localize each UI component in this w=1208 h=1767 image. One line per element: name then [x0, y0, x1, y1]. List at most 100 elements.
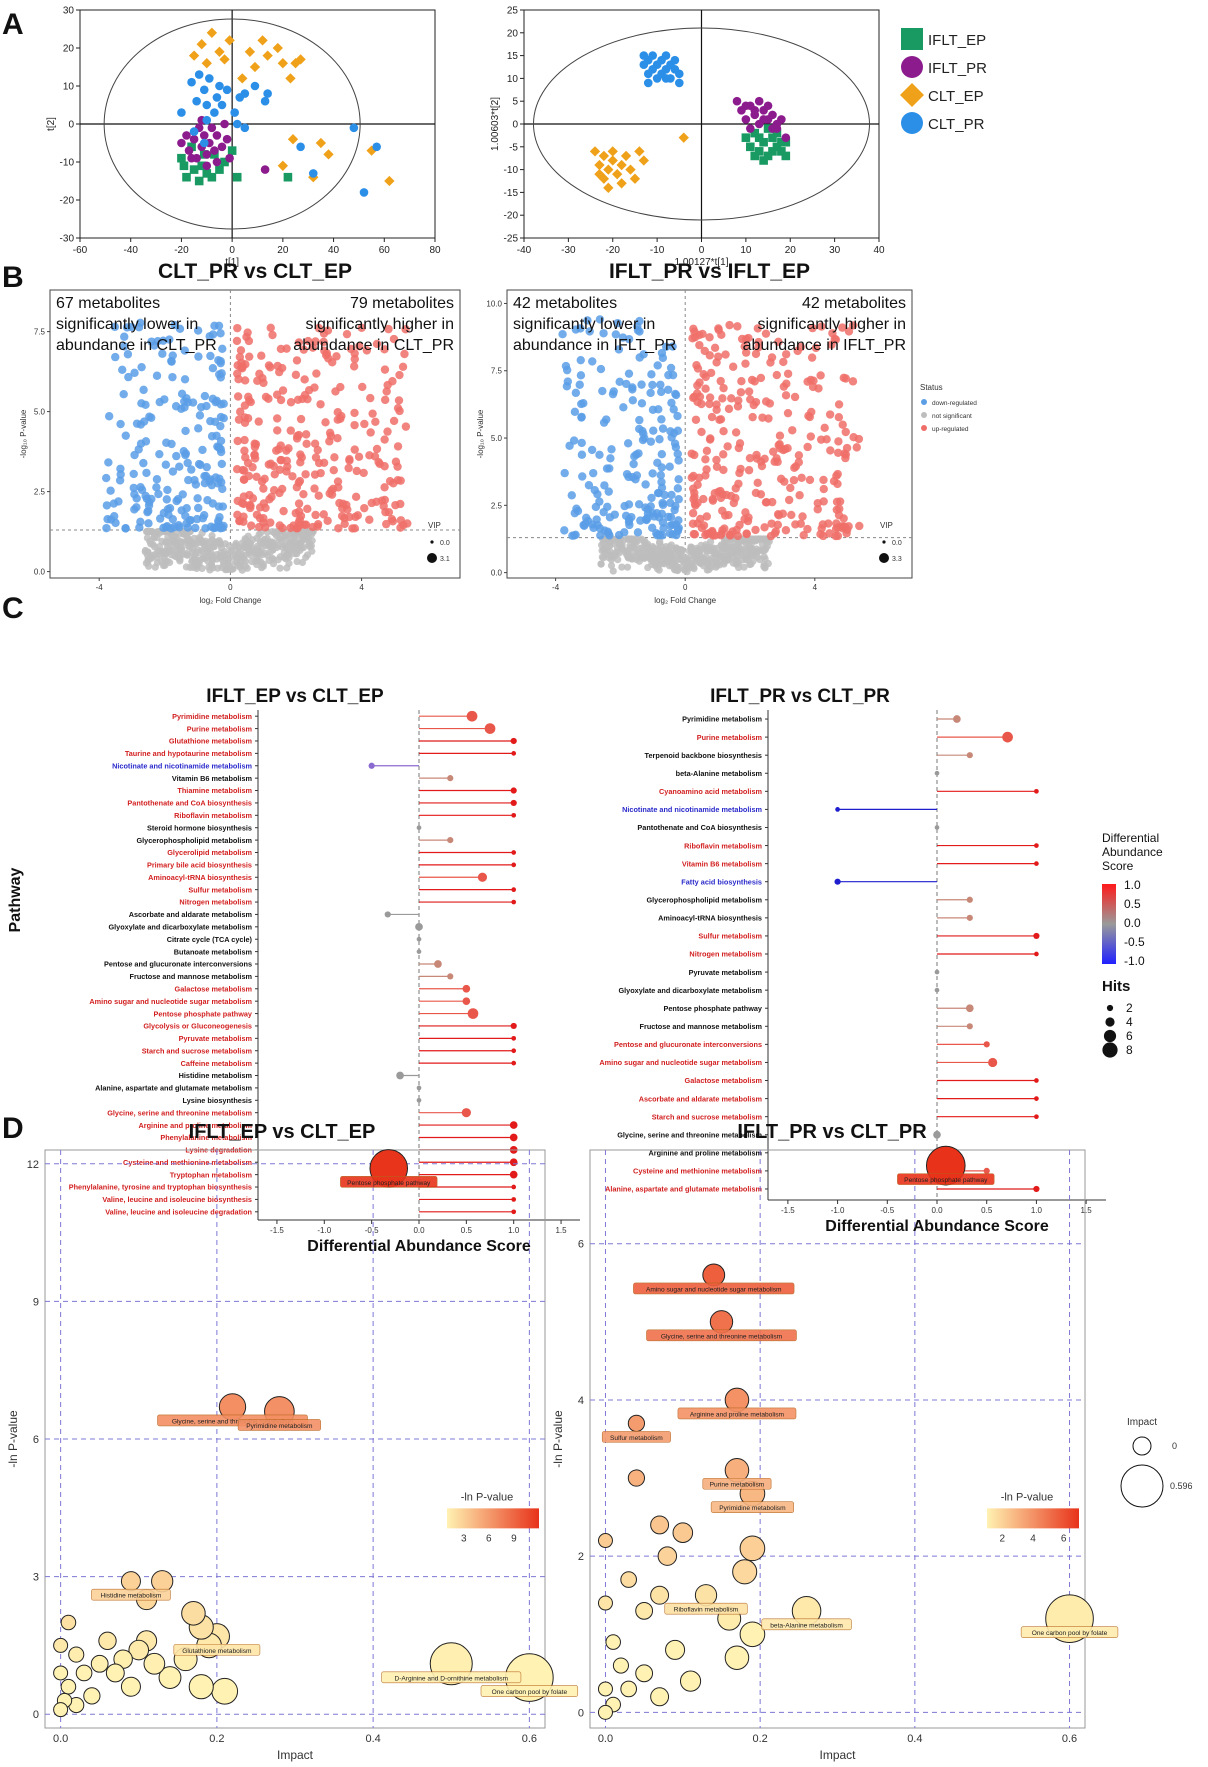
pathway-label: Amino sugar and nucleotide sugar metabol…	[599, 1058, 762, 1067]
x-tick-label: 20	[785, 245, 797, 256]
point-down-regulated	[167, 357, 176, 366]
point-up-regulated	[761, 397, 771, 406]
point-up-regulated	[702, 446, 712, 456]
x-tick-label: 0.2	[209, 1733, 224, 1745]
status-legend-marker	[921, 425, 927, 431]
lollipop-head	[965, 1004, 974, 1013]
point-down-regulated	[206, 351, 215, 361]
bubble-label: Glycine, serine and threonine metabolism	[172, 1418, 294, 1425]
point-down-regulated	[668, 370, 678, 380]
y-axis-label: -log₁₀ P-value	[19, 409, 28, 458]
point-up-regulated	[689, 495, 698, 504]
point-clt-pr	[240, 123, 250, 133]
point-up-regulated	[333, 477, 343, 486]
confidence-ellipse	[103, 18, 361, 230]
point-down-regulated	[577, 438, 586, 448]
point-up-regulated	[724, 404, 734, 414]
point-up-regulated	[690, 450, 699, 460]
lollipop-head	[1034, 1096, 1039, 1101]
point-up-regulated	[253, 376, 262, 385]
point-iflt-ep	[777, 147, 786, 156]
bubble-label-box	[1020, 1626, 1119, 1638]
point-down-regulated	[576, 355, 585, 365]
point-up-regulated	[314, 323, 324, 333]
vip-legend-small	[430, 540, 434, 544]
point-not-significant	[599, 539, 607, 547]
colorbar-title: Score	[1102, 859, 1134, 873]
point-down-regulated	[195, 411, 205, 420]
point-iflt-ep	[759, 137, 768, 147]
point-up-regulated	[781, 526, 791, 535]
point-down-regulated	[194, 424, 203, 433]
legend-label: CLT_PR	[928, 116, 985, 133]
point-down-regulated	[568, 531, 577, 540]
point-up-regulated	[328, 358, 337, 367]
point-up-regulated	[784, 495, 794, 505]
status-legend-marker	[921, 412, 927, 418]
point-not-significant	[143, 534, 151, 542]
point-up-regulated	[751, 525, 760, 535]
point-up-regulated	[252, 472, 261, 482]
pathway-bubble	[597, 1704, 613, 1720]
point-iflt-ep	[215, 165, 224, 174]
point-up-regulated	[817, 322, 826, 331]
point-not-significant	[666, 543, 674, 551]
point-clt-ep	[589, 146, 601, 157]
point-up-regulated	[737, 377, 746, 386]
point-down-regulated	[658, 500, 668, 510]
point-up-regulated	[780, 444, 790, 454]
pathway-bubble	[724, 1645, 750, 1670]
point-up-regulated	[250, 442, 260, 452]
point-up-regulated	[733, 322, 742, 331]
point-iflt-pr	[202, 150, 212, 159]
legend-label: IFLT_PR	[928, 60, 987, 77]
point-clt-pr	[675, 78, 684, 88]
point-up-regulated	[719, 450, 728, 459]
point-down-regulated	[667, 490, 676, 500]
point-up-regulated	[750, 377, 759, 386]
y-tick-label: 20	[507, 28, 519, 39]
point-iflt-pr	[182, 131, 191, 140]
point-up-regulated	[710, 489, 719, 498]
point-down-regulated	[205, 332, 214, 341]
point-down-regulated	[620, 528, 629, 537]
point-up-regulated	[288, 472, 297, 481]
point-up-regulated	[746, 395, 755, 404]
lollipop-head	[966, 752, 973, 759]
pathway-bubble	[650, 1585, 670, 1605]
point-down-regulated	[132, 494, 141, 503]
point-up-regulated	[783, 369, 793, 378]
point-not-significant	[685, 547, 693, 555]
x-tick-label: -20	[606, 245, 621, 256]
pathway-label: Galactose metabolism	[175, 984, 253, 993]
point-up-regulated	[789, 476, 799, 485]
point-down-regulated	[607, 445, 616, 454]
point-up-regulated	[702, 465, 711, 474]
point-down-regulated	[657, 415, 666, 424]
pathway-label: beta-Alanine metabolism	[676, 769, 763, 778]
pathway-label: Pantothenate and CoA biosynthesis	[127, 799, 252, 808]
point-clt-ep	[214, 46, 225, 57]
point-up-regulated	[294, 478, 304, 487]
point-clt-ep	[620, 150, 632, 162]
point-clt-pr	[199, 138, 209, 148]
point-down-regulated	[657, 477, 666, 487]
pathway-label: Caffeine metabolism	[181, 1059, 253, 1068]
point-up-regulated	[319, 337, 328, 347]
point-clt-pr	[212, 93, 222, 102]
bubble-label-box	[677, 1407, 797, 1420]
bubble-label-box	[173, 1643, 261, 1656]
y-axis-label: 1.00603*t[2]	[490, 97, 501, 151]
point-up-regulated	[382, 387, 391, 396]
x-tick-label: -30	[561, 245, 576, 256]
point-iflt-pr	[177, 138, 186, 148]
point-up-regulated	[400, 349, 409, 359]
colorbar-tick: 1.0	[1124, 878, 1141, 892]
point-up-regulated	[252, 510, 262, 519]
point-up-regulated	[245, 352, 254, 361]
point-up-regulated	[842, 529, 851, 538]
point-down-regulated	[666, 512, 676, 522]
point-up-regulated	[696, 514, 705, 524]
pathway-label: Arginine and proline metabolism	[138, 1121, 252, 1130]
impact-legend-value: 0.596	[1170, 1481, 1193, 1491]
